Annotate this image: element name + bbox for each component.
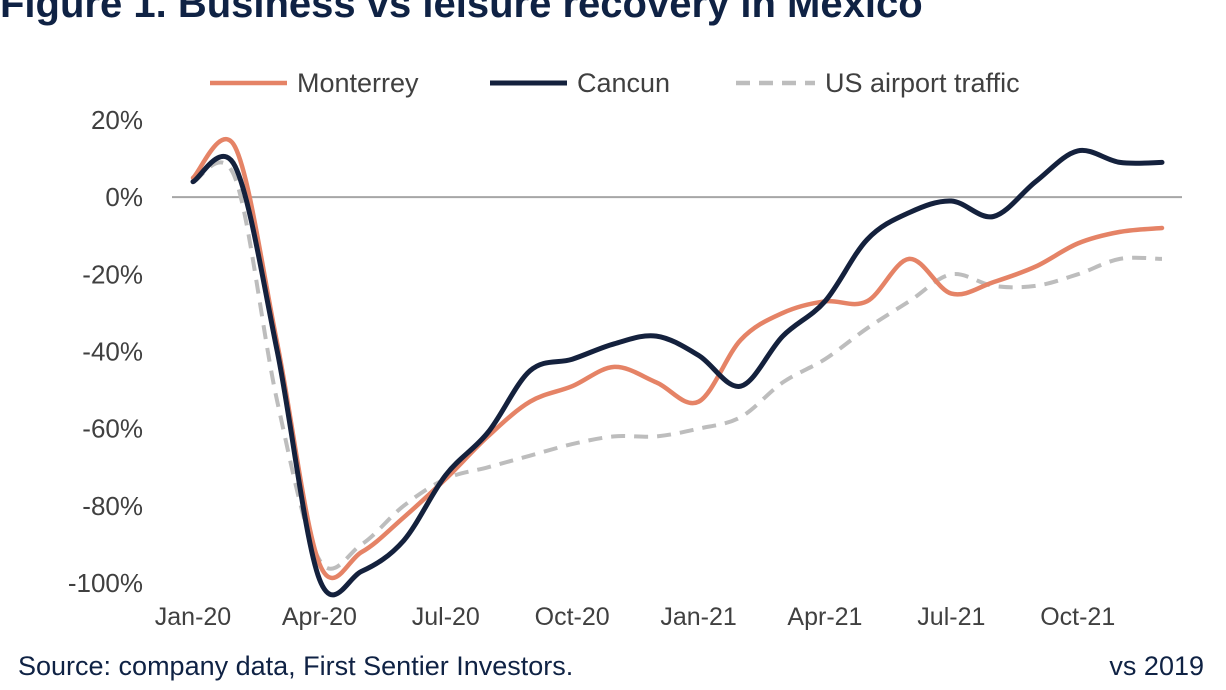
y-tick-label: -60% bbox=[82, 414, 143, 444]
x-tick-label: Oct-20 bbox=[535, 603, 610, 631]
legend-label-us-airport-traffic: US airport traffic bbox=[825, 68, 1020, 98]
series-line-us-airport-traffic bbox=[192, 160, 1163, 571]
x-tick-label: Jul-20 bbox=[412, 603, 480, 631]
x-tick-label: Apr-21 bbox=[787, 603, 862, 631]
source-note: Source: company data, First Sentier Inve… bbox=[18, 651, 574, 681]
x-axis-labels: Jan-20 Apr-20 Jul-20 Oct-20 Jan-21 Apr-21 Jul-… bbox=[155, 603, 1115, 631]
y-tick-label: -100% bbox=[68, 568, 143, 598]
x-tick-label: Jan-21 bbox=[660, 603, 736, 631]
x-tick-label: Jul-21 bbox=[917, 603, 985, 631]
y-tick-label: 0% bbox=[105, 182, 143, 212]
series-line-cancun bbox=[190, 147, 1165, 598]
units-note: vs 2019 bbox=[1109, 651, 1204, 681]
legend-label-cancun: Cancun bbox=[577, 68, 670, 98]
y-tick-label: -20% bbox=[82, 259, 143, 289]
y-tick-label: 20% bbox=[91, 105, 143, 135]
series-line-monterrey bbox=[190, 136, 1165, 581]
y-tick-label: -80% bbox=[82, 491, 143, 521]
legend-label-monterrey: Monterrey bbox=[297, 68, 419, 98]
series-lines bbox=[190, 136, 1165, 598]
x-tick-label: Apr-20 bbox=[282, 603, 357, 631]
legend: Monterrey Cancun US airport traffic bbox=[210, 68, 1020, 98]
page-title: Figure 1. Business vs leisure recovery i… bbox=[0, 0, 923, 26]
x-tick-label: Oct-21 bbox=[1040, 603, 1115, 631]
x-tick-label: Jan-20 bbox=[155, 603, 231, 631]
y-tick-label: -40% bbox=[82, 337, 143, 367]
y-axis-labels: 20% 0% -20% -40% -60% -80% -100% bbox=[68, 105, 143, 598]
